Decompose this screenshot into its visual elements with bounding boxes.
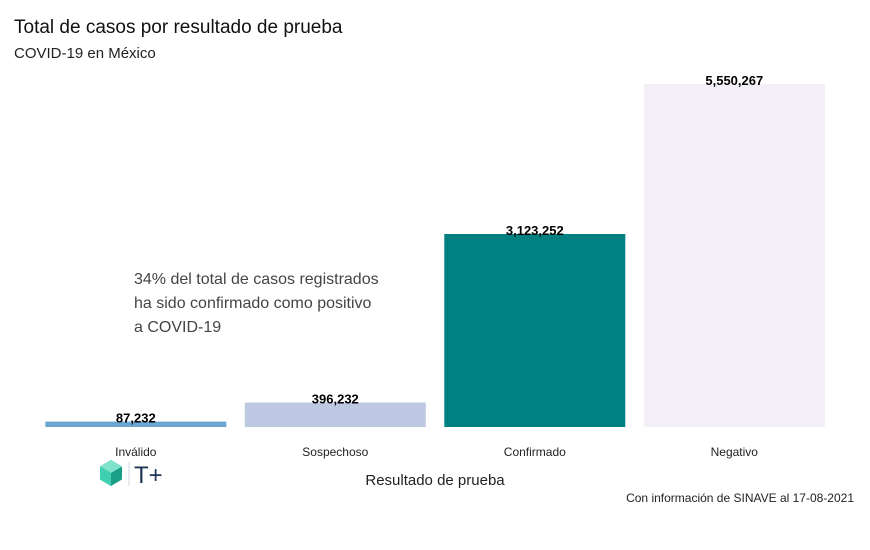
- x-tick-label: Negativo: [711, 445, 759, 459]
- bar-value-label: 396,232: [312, 392, 359, 407]
- x-axis-label: Resultado de prueba: [365, 472, 505, 489]
- brand-logo: T+: [100, 460, 163, 489]
- hexagon-gem-icon: [100, 460, 122, 486]
- bar-value-label: 5,550,267: [705, 73, 763, 88]
- bar-3: [643, 84, 825, 427]
- bar-value-label: 3,123,252: [506, 223, 564, 238]
- x-tick-label: Inválido: [115, 445, 157, 459]
- annotation-line-3: a COVID-19: [134, 319, 222, 336]
- bar-value-label: 87,232: [116, 411, 156, 426]
- bar-1: [244, 402, 426, 427]
- source-caption: Con información de SINAVE al 17-08-2021: [626, 491, 854, 505]
- chart-annotation: 34% del total de casos registrados ha si…: [134, 268, 379, 340]
- bar-0: [45, 421, 227, 427]
- chart-title: Total de casos por resultado de prueba: [14, 17, 343, 38]
- bar-2: [444, 234, 626, 427]
- logo-text: T+: [134, 462, 163, 489]
- annotation-line-2: ha sido confirmado como positivo: [134, 295, 372, 312]
- chart-subtitle: COVID-19 en México: [14, 45, 156, 62]
- x-tick-label: Confirmado: [504, 445, 566, 459]
- x-tick-label: Sospechoso: [302, 445, 368, 459]
- annotation-line-1: 34% del total de casos registrados: [134, 271, 379, 288]
